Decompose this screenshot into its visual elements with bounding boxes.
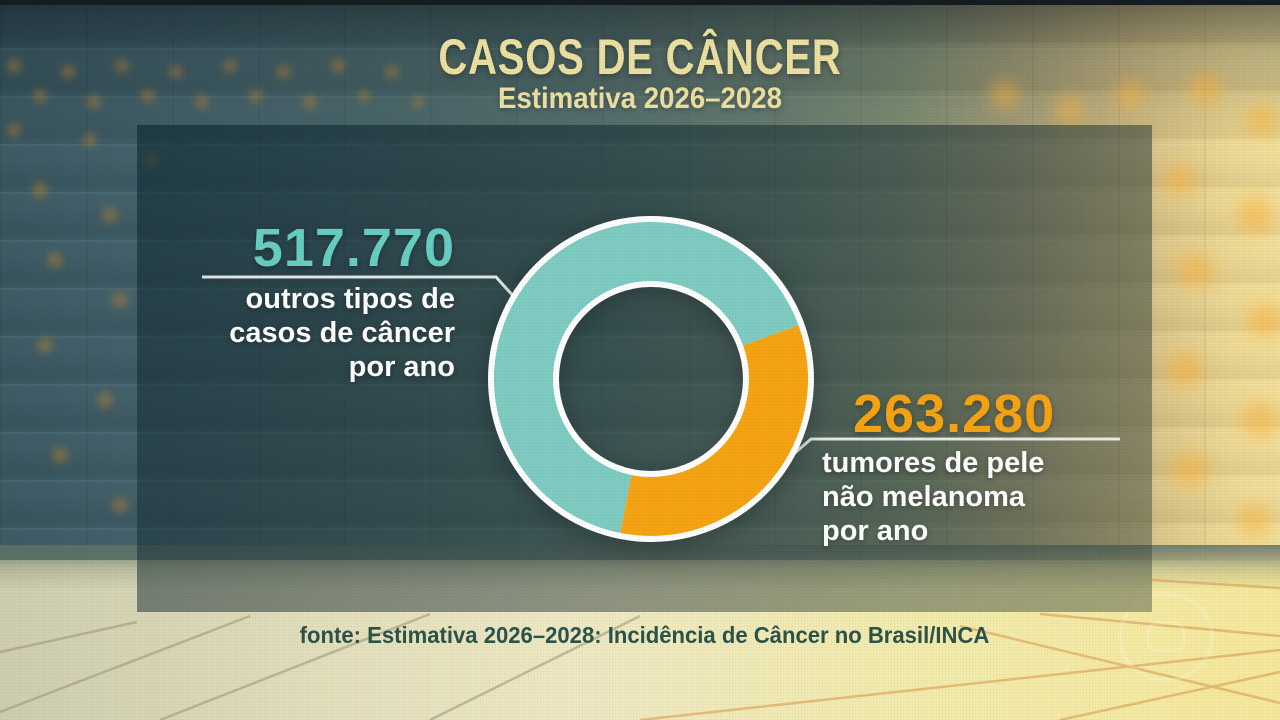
donut-segment-orange	[620, 325, 808, 537]
source-citation: fonte: Estimativa 2026–2028: Incidência …	[299, 622, 990, 648]
label-other-cancers-line3: por ano	[348, 351, 455, 383]
label-other-cancers-line2: casos de câncer	[229, 317, 455, 349]
donut-ring	[488, 216, 814, 542]
label-other-cancers-line1: outros tipos de	[245, 283, 455, 315]
callout-skin-tumors: 263.280 tumores de pele não melanoma por…	[822, 386, 1055, 548]
label-skin-tumors-line3: por ano	[822, 515, 929, 547]
callout-other-cancers: 517.770 outros tipos de casos de câncer …	[229, 220, 455, 384]
top-dark-bar	[0, 0, 1280, 5]
page-title: CASOS DE CÂNCER	[438, 29, 842, 85]
floor-lines	[0, 578, 1280, 720]
label-skin-tumors-line2: não melanoma	[822, 481, 1026, 513]
donut-segment-teal	[493, 222, 799, 533]
value-skin-tumors: 263.280	[853, 384, 1056, 444]
value-other-cancers: 517.770	[252, 218, 455, 278]
right-warm-glows	[991, 74, 1280, 536]
orange-light-dots	[7, 59, 452, 513]
globo-logo	[1118, 592, 1214, 682]
label-skin-tumors-line1: tumores de pele	[822, 447, 1045, 479]
page-subtitle: Estimativa 2026–2028	[498, 82, 782, 115]
